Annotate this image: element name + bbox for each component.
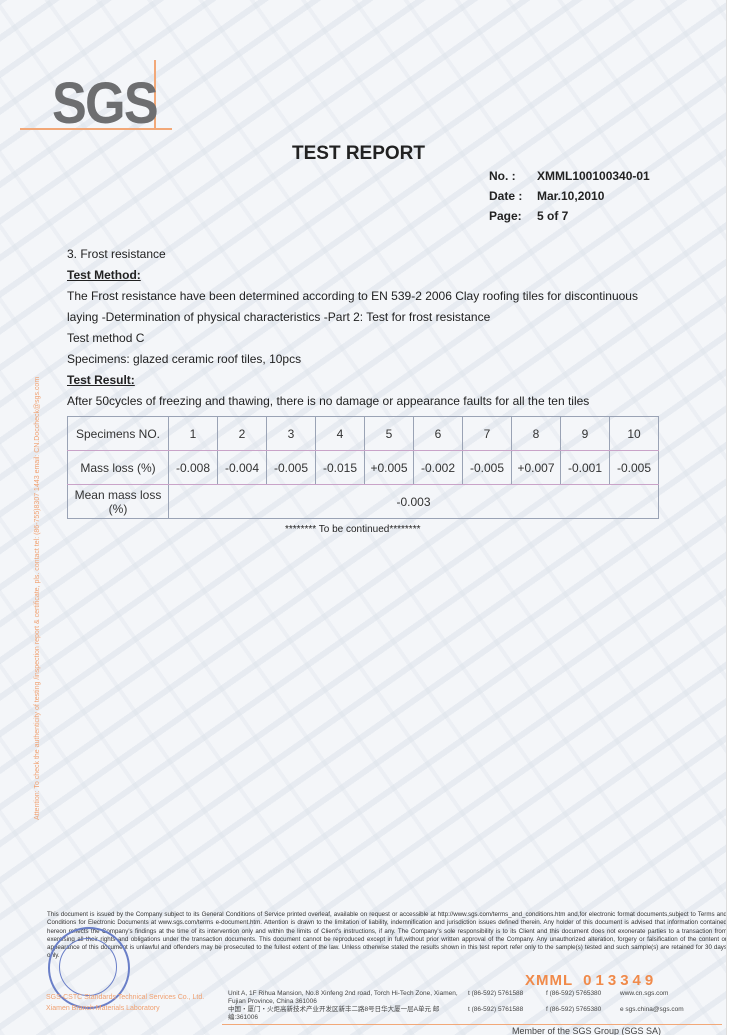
address-text: 中国・厦门・火炬高新技术产业开发区新丰二路8号日华大厦一层A单元 邮编:3610… [228, 1006, 440, 1021]
specimen-number: 8 [511, 416, 561, 451]
mass-loss-value: -0.005 [266, 450, 316, 485]
section-heading: 3. Frost resistance [67, 247, 166, 261]
specimen-number: 2 [217, 416, 267, 451]
specimens-text: Specimens: glazed ceramic roof tiles, 10… [67, 352, 302, 366]
specimen-number: 6 [413, 416, 463, 451]
fax: f (86-592) 5765380 [546, 990, 602, 997]
row-label: Mass loss (%) [67, 450, 169, 485]
table-row-mass-loss: Mass loss (%) -0.008 -0.004 -0.005 -0.015 +0.… [67, 450, 659, 485]
report-meta: No. : XMML100100340-01 Date : Mar.10,2010 … [489, 166, 650, 226]
company-line: SGS-CSTC Standards Technical Services Co… [46, 994, 205, 1001]
member-note: Member of the SGS Group (SGS SA) [512, 1026, 662, 1035]
address-block: Unit A, 1F Rihua Mansion, No.8 Xinfeng 2… [228, 990, 690, 1022]
method-text: The Frost resistance have been determine… [67, 289, 638, 324]
table-row-mean: Mean mass loss (%) -0.003 [67, 484, 659, 519]
mass-loss-value: -0.001 [560, 450, 610, 485]
result-text: After 50cycles of freezing and thawing, … [67, 394, 590, 408]
phone: t (86-592) 5761588 [468, 990, 524, 997]
meta-value: XMML100100340-01 [537, 169, 650, 183]
report-body: 3. Frost resistance Test Method: The Fro… [67, 244, 667, 412]
mass-loss-value: -0.002 [413, 450, 463, 485]
address-text: Unit A, 1F Rihua Mansion, No.8 Xinfeng 2… [228, 990, 458, 1005]
meta-key: No. : [489, 169, 516, 183]
specimen-number: 1 [168, 416, 218, 451]
specimen-number: 3 [266, 416, 316, 451]
mass-loss-value: +0.005 [364, 450, 414, 485]
email: e sgs.china@sgs.com [620, 1006, 684, 1013]
specimen-number: 9 [560, 416, 610, 451]
specimen-number: 4 [315, 416, 365, 451]
specimen-number: 5 [364, 416, 414, 451]
website: www.cn.sgs.com [620, 990, 669, 997]
mass-loss-value: -0.008 [168, 450, 218, 485]
disclaimer: This document is issued by the Company s… [47, 911, 727, 960]
mass-loss-value: -0.015 [315, 450, 365, 485]
logo-rule-vertical [154, 60, 156, 130]
meta-key: Page: [489, 209, 522, 223]
method-heading: Test Method: [67, 268, 141, 282]
company-name: SGS-CSTC Standards Technical Services Co… [46, 992, 204, 1014]
continued-note: ******** To be continued******** [285, 524, 421, 535]
results-table: Specimens NO. 1 2 3 4 5 6 7 8 9 10 Mass loss (%) -0… [67, 416, 659, 519]
sgs-stamp [48, 927, 130, 1009]
page-title: TEST REPORT [292, 143, 426, 164]
stamp-inner-ring [59, 938, 117, 996]
mass-loss-value: +0.007 [511, 450, 561, 485]
report-date: Date : Mar.10,2010 [489, 186, 650, 206]
side-notice: Attention: To check the authenticity of … [34, 376, 41, 820]
mass-loss-value: -0.004 [217, 450, 267, 485]
fax: f (86-592) 5765380 [546, 1006, 602, 1013]
phone: t (86-592) 5761588 [468, 1006, 524, 1013]
mean-value: -0.003 [168, 484, 659, 519]
serial-digits: 013349 [583, 972, 658, 989]
meta-key: Date : [489, 189, 523, 203]
meta-value: Mar.10,2010 [537, 189, 605, 203]
logo-rule [20, 128, 172, 130]
specimen-number: 7 [462, 416, 512, 451]
report-page: SGS TEST REPORT No. : XMML100100340-01 Da… [0, 0, 727, 1035]
report-number: No. : XMML100100340-01 [489, 166, 650, 186]
header-label: Specimens NO. [67, 416, 169, 451]
method-c: Test method C [67, 331, 145, 345]
mean-label: Mean mass loss (%) [67, 484, 169, 519]
meta-value: 5 of 7 [537, 209, 569, 223]
report-page-number: Page: 5 of 7 [489, 206, 650, 226]
mass-loss-value: -0.005 [609, 450, 659, 485]
sgs-logo: SGS [52, 71, 159, 136]
specimen-number: 10 [609, 416, 659, 451]
footer-rule [222, 1024, 722, 1025]
company-line: Xiamen Branch Materials Laboratory [46, 1005, 160, 1012]
serial-number: XMML 013349 [525, 972, 657, 989]
mass-loss-value: -0.005 [462, 450, 512, 485]
table-row-specimens: Specimens NO. 1 2 3 4 5 6 7 8 9 10 [67, 416, 659, 451]
serial-prefix: XMML [525, 972, 574, 989]
result-heading: Test Result: [67, 373, 135, 387]
